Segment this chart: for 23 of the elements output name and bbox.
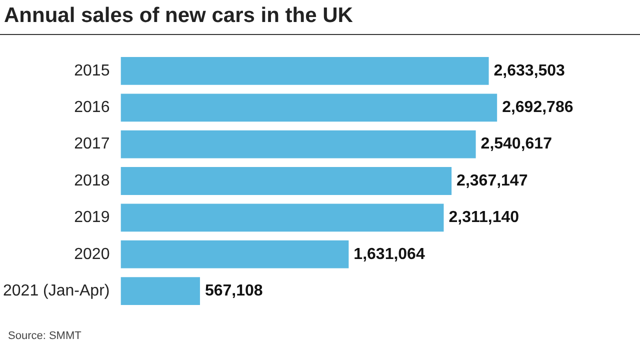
y-tick-label: 2021 (Jan-Apr) (3, 282, 110, 300)
y-tick-label: 2020 (74, 246, 110, 263)
bar (120, 277, 200, 305)
bar (120, 204, 444, 232)
data-label: 2,692,786 (502, 99, 574, 116)
y-tick-label: 2016 (74, 99, 110, 116)
data-label: 567,108 (204, 282, 263, 300)
y-tick-label: 2017 (74, 136, 110, 153)
y-tick-label: 2019 (74, 209, 110, 226)
chart-title: Annual sales of new cars in the UK (4, 4, 353, 28)
y-tick-label: 2015 (74, 62, 110, 80)
bar (120, 167, 452, 195)
data-label: 1,631,064 (354, 246, 425, 263)
data-label: 2,311,140 (448, 209, 520, 226)
bar (120, 130, 476, 158)
data-label: 2,540,617 (480, 136, 552, 153)
bar (120, 94, 498, 122)
data-label: 2,633,503 (494, 62, 566, 80)
y-tick-label: 2018 (74, 172, 110, 190)
bar (120, 57, 489, 85)
bar (120, 240, 349, 268)
source-note: Source: SMMT (8, 330, 82, 342)
data-label: 2,367,147 (456, 172, 528, 190)
